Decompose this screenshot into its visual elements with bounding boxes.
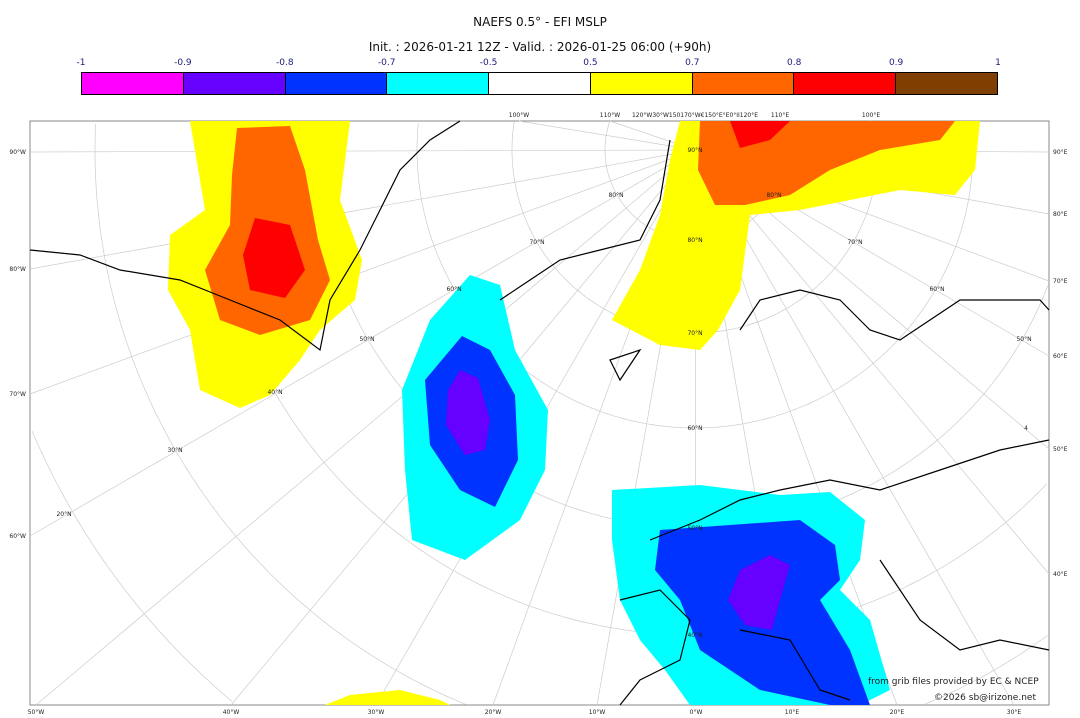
colorbar-tick-label: 0.9 bbox=[888, 58, 904, 68]
map-label: 20°W bbox=[485, 709, 502, 716]
colorbar-segment bbox=[82, 73, 184, 94]
map-label: 60°N bbox=[687, 425, 702, 432]
map-label: 10°E bbox=[785, 709, 800, 716]
map-label: 70°W bbox=[9, 391, 26, 398]
map-label: 80°N bbox=[766, 192, 781, 199]
efi-red-arctic bbox=[730, 121, 790, 148]
map-label: 100°W bbox=[509, 112, 529, 119]
map-label: 80°W bbox=[9, 266, 26, 273]
efi-purple-eur bbox=[728, 555, 790, 630]
map-label: 80°E bbox=[1053, 211, 1068, 218]
efi-purple-atl bbox=[446, 370, 490, 455]
map-label: 40°N bbox=[267, 389, 282, 396]
map-label: 60°N bbox=[929, 286, 944, 293]
colorbar-segment bbox=[183, 73, 286, 94]
meridian bbox=[35, 149, 696, 706]
map-label: 4 bbox=[1024, 425, 1028, 432]
map-label: 40°E bbox=[1053, 571, 1068, 578]
map-label: 10°W bbox=[589, 709, 606, 716]
efi-red-nam bbox=[243, 218, 305, 298]
coastlines bbox=[29, 120, 1050, 706]
map-label: 50°E bbox=[1053, 446, 1068, 453]
map-label: 100°E bbox=[862, 112, 880, 119]
colorbar-segment bbox=[489, 73, 591, 94]
map-label: 110°W bbox=[600, 112, 620, 119]
colorbar-segment bbox=[387, 73, 490, 94]
colorbar-segment bbox=[692, 73, 795, 94]
meridian bbox=[694, 149, 1015, 706]
map-label: 90°W bbox=[9, 149, 26, 156]
colorbar-tick-label: -0.8 bbox=[275, 58, 294, 68]
colorbar-segment bbox=[285, 73, 388, 94]
map-label: 60°W bbox=[9, 533, 26, 540]
map-labels: 90°W 80°W 70°W 60°W 90°E 80°E 70°E 60°E 50°E 40°E… bbox=[9, 112, 1067, 716]
chart-title: NAEFS 0.5° - EFI MSLP bbox=[473, 15, 607, 29]
colorbar-tick-label: 1 bbox=[995, 58, 1001, 68]
meridian bbox=[29, 149, 696, 395]
map-label: 40°W bbox=[223, 709, 240, 716]
meridian bbox=[29, 149, 696, 153]
map-label: 90°N bbox=[687, 147, 702, 154]
colorbar-tick-label: 0.8 bbox=[787, 58, 802, 68]
map-label: 0°W bbox=[690, 709, 703, 716]
map-label: 40°N bbox=[687, 632, 702, 639]
map-label: 70°N bbox=[847, 239, 862, 246]
colorbar-segment bbox=[896, 73, 998, 94]
map-label: 110°E bbox=[771, 112, 789, 119]
meridian bbox=[29, 149, 696, 270]
map-label: 20°N bbox=[56, 511, 71, 518]
map-label: 80°N bbox=[608, 192, 623, 199]
map-label: 50°W bbox=[28, 709, 45, 716]
map-label: 80°N bbox=[687, 237, 702, 244]
map-label: 30°N bbox=[167, 447, 182, 454]
meridian bbox=[29, 149, 696, 537]
map-label: 30°E bbox=[1007, 709, 1022, 716]
colorbar-tick-label: 0.7 bbox=[685, 58, 700, 68]
map-label: 70°N bbox=[687, 330, 702, 337]
map-label: 30°W bbox=[368, 709, 385, 716]
colorbar-tick-label: -1 bbox=[76, 58, 86, 68]
efi-yellow-bottom bbox=[325, 690, 450, 705]
map-label: 50°N bbox=[687, 525, 702, 532]
parallel bbox=[94, 123, 1048, 705]
source-credit: from grib files provided by EC & NCEP bbox=[868, 677, 1039, 687]
colorbar bbox=[81, 72, 998, 95]
efi-fields bbox=[168, 121, 980, 705]
copyright: ©2026 sb@irizone.net bbox=[934, 693, 1036, 703]
chart-subtitle: Init. : 2026-01-21 12Z - Valid. : 2026-0… bbox=[368, 40, 712, 54]
colorbar-tick-label: -0.7 bbox=[377, 58, 396, 68]
map-label: 120°W30°W150170°W€150°E°E0°II120°E bbox=[632, 112, 758, 119]
meridian bbox=[694, 149, 1050, 575]
map-label: 60°N bbox=[446, 286, 461, 293]
map-label: 90°E bbox=[1053, 149, 1068, 156]
parallel bbox=[31, 431, 233, 702]
map-label: 70°N bbox=[529, 239, 544, 246]
map-label: 60°E bbox=[1053, 353, 1068, 360]
map-label: 50°N bbox=[359, 336, 374, 343]
meridian bbox=[518, 120, 696, 151]
colorbar-segment bbox=[590, 73, 693, 94]
colorbar-tick-label: -0.5 bbox=[479, 58, 498, 68]
colorbar-tick-label: 0.5 bbox=[583, 58, 598, 68]
graticule bbox=[29, 120, 1050, 706]
map-label: 20°E bbox=[890, 709, 905, 716]
colorbar-tick-label: -0.9 bbox=[174, 58, 192, 68]
map-label: 70°E bbox=[1053, 278, 1068, 285]
colorbar-segment bbox=[794, 73, 897, 94]
map-label: 50°N bbox=[1016, 336, 1031, 343]
